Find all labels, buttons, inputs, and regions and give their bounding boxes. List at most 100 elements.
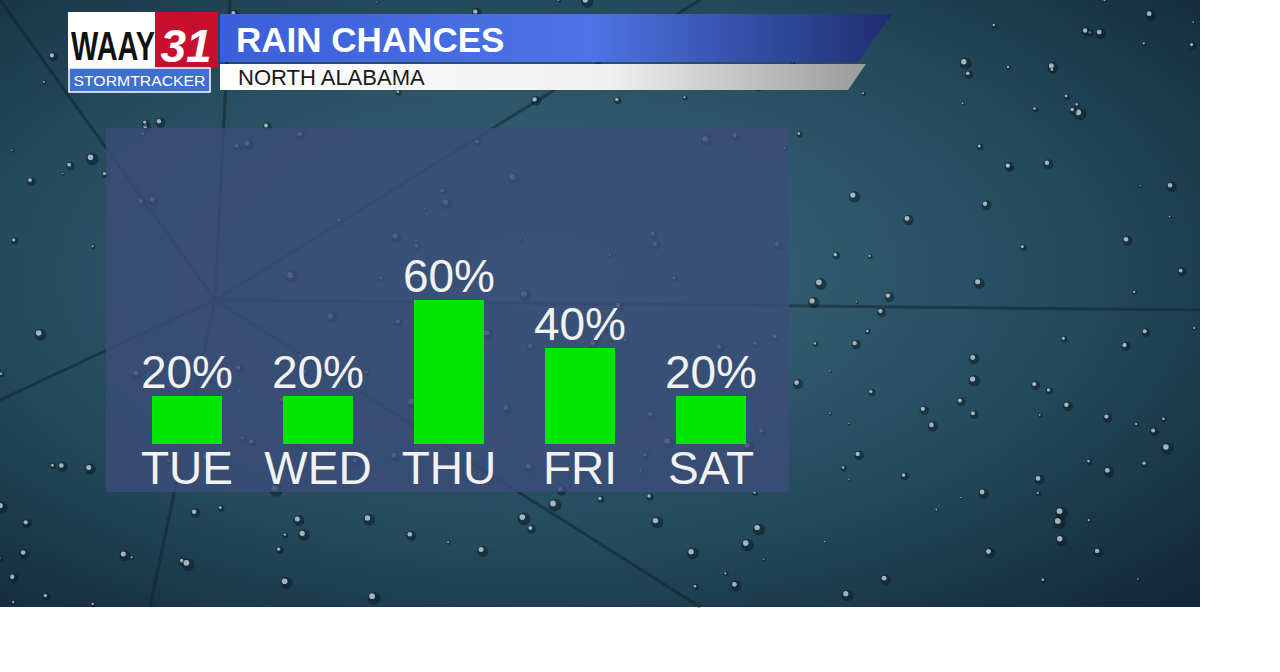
raindrop-glint bbox=[1076, 103, 1078, 105]
raindrop bbox=[1142, 328, 1151, 337]
logo-channel: 31 bbox=[160, 20, 211, 72]
raindrop bbox=[741, 539, 753, 551]
raindrop bbox=[1035, 475, 1045, 485]
raindrop-glint bbox=[0, 503, 3, 508]
raindrop bbox=[862, 92, 866, 96]
raindrop-glint bbox=[824, 541, 826, 543]
raindrop bbox=[477, 546, 488, 557]
raindrop bbox=[1087, 518, 1092, 523]
raindrop-glint bbox=[850, 193, 855, 198]
raindrop bbox=[651, 516, 663, 528]
data-label: 40% bbox=[534, 298, 626, 350]
raindrop bbox=[849, 191, 861, 203]
raindrop bbox=[597, 496, 604, 503]
raindrop-glint bbox=[960, 497, 962, 499]
raindrop bbox=[1103, 413, 1112, 422]
title: RAIN CHANCES bbox=[236, 20, 504, 59]
raindrop bbox=[20, 549, 30, 559]
raindrop-glint bbox=[929, 423, 934, 428]
raindrop bbox=[1075, 102, 1080, 107]
raindrop-glint bbox=[59, 463, 64, 468]
raindrop bbox=[815, 278, 827, 290]
raindrop bbox=[1123, 236, 1133, 246]
raindrop bbox=[1103, 0, 1107, 3]
raindrop-glint bbox=[882, 576, 887, 581]
raindrop-glint bbox=[36, 330, 42, 336]
raindrop bbox=[27, 177, 35, 185]
raindrop bbox=[62, 172, 65, 175]
raindrop-glint bbox=[473, 9, 477, 13]
raindrop bbox=[43, 593, 51, 601]
raindrop bbox=[1134, 422, 1139, 427]
raindrop-glint bbox=[277, 547, 280, 550]
raindrop bbox=[119, 550, 130, 561]
raindrop bbox=[1145, 10, 1156, 21]
raindrop bbox=[9, 573, 19, 583]
bar bbox=[676, 396, 746, 444]
raindrop-glint bbox=[886, 293, 890, 297]
raindrop-glint bbox=[62, 173, 63, 174]
raindrops bbox=[0, 0, 1197, 607]
raindrop-glint bbox=[1151, 429, 1155, 433]
raindrop-glint bbox=[1051, 68, 1054, 71]
raindrop-glint bbox=[878, 309, 882, 313]
raindrop bbox=[842, 590, 853, 601]
raindrop-glint bbox=[92, 245, 94, 247]
raindrop bbox=[531, 96, 541, 106]
raindrop-glint bbox=[986, 549, 991, 554]
raindrop-glint bbox=[264, 124, 268, 128]
raindrop bbox=[396, 90, 402, 96]
raindrop-glint bbox=[1193, 327, 1195, 329]
raindrop-glint bbox=[798, 132, 801, 135]
category-label: THU bbox=[402, 442, 497, 494]
raindrop-glint bbox=[1088, 519, 1090, 521]
raindrop-glint bbox=[842, 466, 845, 469]
raindrop bbox=[808, 297, 820, 309]
raindrop-glint bbox=[1033, 107, 1036, 110]
raindrop bbox=[1142, 461, 1149, 468]
raindrop bbox=[527, 525, 536, 534]
raindrop bbox=[280, 577, 292, 589]
raindrop-glint bbox=[12, 238, 15, 241]
raindrop-glint bbox=[1169, 216, 1171, 218]
bar bbox=[414, 300, 484, 444]
raindrop-glint bbox=[975, 279, 980, 284]
raindrop bbox=[218, 505, 224, 511]
raindrop-glint bbox=[43, 81, 45, 83]
raindrop bbox=[293, 515, 304, 526]
raindrop bbox=[614, 97, 621, 104]
raindrop-glint bbox=[1039, 414, 1041, 416]
raindrop-glint bbox=[1105, 468, 1110, 473]
raindrop-glint bbox=[653, 518, 658, 523]
raindrop bbox=[1033, 107, 1039, 113]
raindrop bbox=[1038, 413, 1042, 417]
raindrop bbox=[368, 592, 381, 605]
raindrop-glint bbox=[282, 579, 288, 585]
raindrop bbox=[376, 1, 379, 4]
raindrop-glint bbox=[1042, 579, 1045, 582]
background bbox=[0, 0, 1200, 607]
raindrop-glint bbox=[1143, 329, 1147, 333]
data-label: 20% bbox=[272, 346, 364, 398]
raindrop bbox=[885, 292, 895, 302]
raindrop bbox=[1192, 21, 1196, 25]
raindrop-glint bbox=[1087, 460, 1090, 463]
raindrop bbox=[957, 397, 966, 406]
raindrop bbox=[848, 422, 852, 426]
umbrella-ribs bbox=[0, 0, 1200, 607]
raindrop bbox=[182, 558, 195, 571]
raindrop-glint bbox=[993, 24, 995, 26]
subtitle: NORTH ALABAMA bbox=[238, 65, 425, 90]
raindrop bbox=[824, 540, 827, 543]
raindrop-glint bbox=[11, 149, 13, 151]
raindrop bbox=[1121, 342, 1130, 351]
raindrop bbox=[920, 406, 929, 415]
raindrop bbox=[982, 200, 992, 210]
raindrop bbox=[985, 548, 996, 559]
raindrop bbox=[1162, 443, 1174, 455]
raindrop-glint bbox=[295, 516, 300, 521]
raindrop bbox=[854, 451, 864, 461]
raindrop-glint bbox=[983, 202, 987, 206]
raindrop-glint bbox=[794, 380, 799, 385]
raindrop bbox=[901, 472, 909, 480]
